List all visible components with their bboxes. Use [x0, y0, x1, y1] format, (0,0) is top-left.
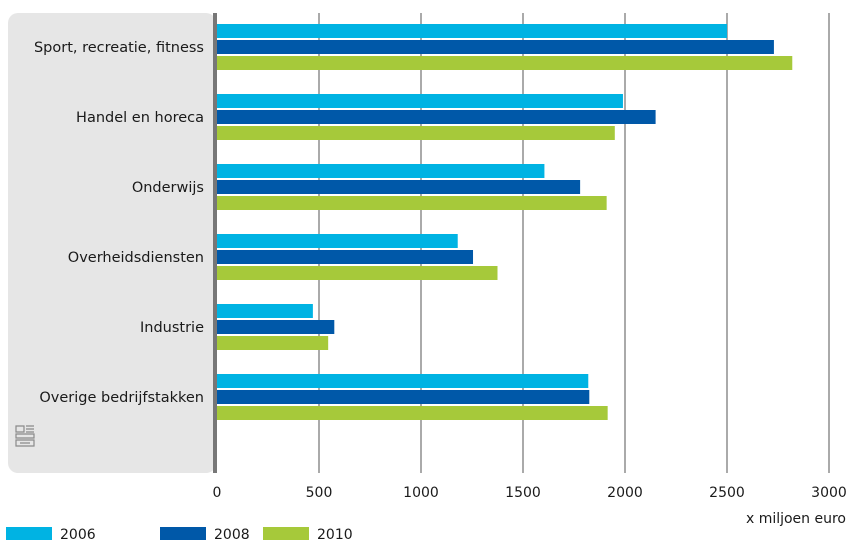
bar-2008: [217, 320, 335, 334]
cbs-logo-icon: [15, 425, 35, 447]
bar-2006: [217, 94, 623, 108]
legend-swatch-2008: [160, 527, 206, 540]
category-label: Industrie: [140, 320, 204, 336]
bar-2006: [217, 234, 458, 248]
bar-2006: [217, 164, 545, 178]
legend-label-2010: 2010: [317, 527, 353, 543]
bar-2006: [217, 304, 313, 318]
bar-2010: [217, 126, 615, 140]
x-tick-label: 2500: [709, 485, 745, 501]
x-tick-label: 1500: [505, 485, 541, 501]
bar-2010: [217, 266, 498, 280]
x-tick-label: 2000: [607, 485, 643, 501]
legend-label-2006: 2006: [60, 527, 96, 543]
legend-swatch-2010: [263, 527, 309, 540]
bar-2010: [217, 196, 607, 210]
category-label: Sport, recreatie, fitness: [34, 40, 204, 56]
x-tick-label: 3000: [811, 485, 847, 501]
category-label: Overige bedrijfstakken: [39, 390, 204, 406]
y-axis-line: [213, 13, 217, 473]
x-tick-labels: 0 500 1000 1500 2000 2500 3000: [213, 485, 847, 501]
legend-label-2008: 2008: [214, 527, 250, 543]
x-tick-label: 1000: [403, 485, 439, 501]
bar-2010: [217, 406, 608, 420]
x-tick-label: 0: [213, 485, 222, 501]
category-label: Overheidsdiensten: [68, 250, 204, 266]
bar-2010: [217, 336, 329, 350]
x-tick-label: 500: [306, 485, 333, 501]
category-label-band: [8, 13, 216, 473]
bar-2006: [217, 374, 589, 388]
bar-2008: [217, 180, 581, 194]
category-labels: Sport, recreatie, fitness Handel en horec…: [34, 40, 204, 406]
bars: [217, 24, 793, 420]
bar-2008: [217, 110, 656, 124]
bar-2006: [217, 24, 727, 38]
legend-swatch-2006: [6, 527, 52, 540]
category-label: Onderwijs: [132, 180, 204, 196]
bar-2008: [217, 250, 474, 264]
legend: 2006 2008 2010: [6, 527, 353, 543]
category-label: Handel en horeca: [76, 110, 204, 126]
unit-label: x miljoen euro: [746, 511, 846, 527]
bar-2008: [217, 390, 590, 404]
bar-2008: [217, 40, 774, 54]
bar-2010: [217, 56, 793, 70]
